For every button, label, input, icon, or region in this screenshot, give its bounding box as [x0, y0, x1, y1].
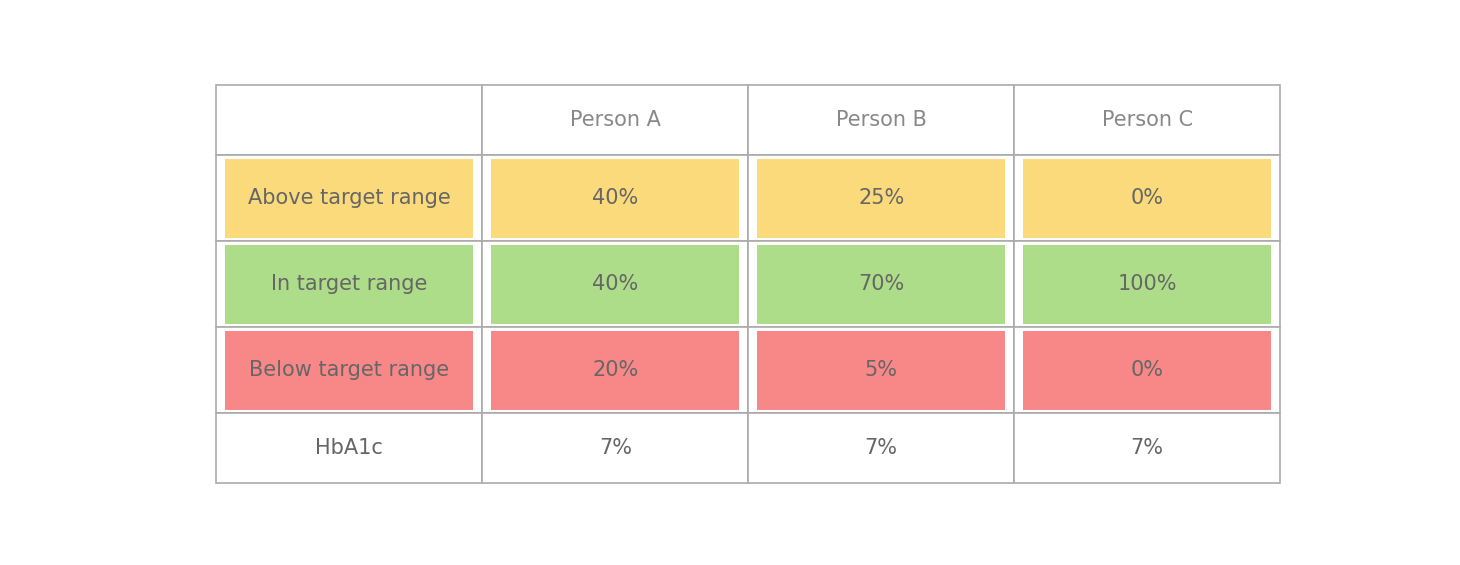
Bar — [216, 241, 482, 327]
Bar — [492, 331, 739, 410]
Text: 40%: 40% — [593, 188, 638, 208]
Bar — [482, 414, 748, 484]
Text: Above target range: Above target range — [248, 188, 451, 208]
Text: Person A: Person A — [569, 110, 661, 130]
Text: Below target range: Below target range — [250, 360, 450, 380]
Bar — [748, 414, 1015, 484]
Bar — [216, 327, 482, 414]
Text: 5%: 5% — [864, 360, 898, 380]
Bar — [482, 327, 748, 414]
Bar — [1015, 85, 1280, 155]
Bar — [758, 159, 1004, 238]
Text: 100%: 100% — [1117, 275, 1177, 294]
Bar — [758, 245, 1004, 324]
Text: In target range: In target range — [272, 275, 428, 294]
Bar — [225, 245, 473, 324]
Bar — [748, 241, 1015, 327]
Bar — [492, 159, 739, 238]
Bar — [1023, 331, 1272, 410]
Text: 25%: 25% — [858, 188, 904, 208]
Text: Person B: Person B — [835, 110, 927, 130]
Text: 7%: 7% — [864, 438, 898, 458]
Bar — [1015, 241, 1280, 327]
Bar — [1015, 327, 1280, 414]
Bar — [492, 245, 739, 324]
Text: 0%: 0% — [1130, 360, 1164, 380]
Bar — [216, 85, 482, 155]
Bar — [748, 327, 1015, 414]
Bar — [748, 155, 1015, 241]
Bar — [748, 85, 1015, 155]
Bar — [482, 155, 748, 241]
Bar — [482, 85, 748, 155]
Text: 7%: 7% — [599, 438, 632, 458]
Bar — [216, 414, 482, 484]
Bar — [225, 159, 473, 238]
Text: 7%: 7% — [1130, 438, 1164, 458]
Text: HbA1c: HbA1c — [315, 438, 384, 458]
Text: 20%: 20% — [593, 360, 638, 380]
Bar — [758, 331, 1004, 410]
Bar — [1015, 414, 1280, 484]
Text: 0%: 0% — [1130, 188, 1164, 208]
Text: Person C: Person C — [1101, 110, 1193, 130]
Bar — [1023, 159, 1272, 238]
Text: 40%: 40% — [593, 275, 638, 294]
Bar — [216, 155, 482, 241]
Text: 70%: 70% — [858, 275, 904, 294]
Bar — [1015, 155, 1280, 241]
Bar — [482, 241, 748, 327]
Bar — [225, 331, 473, 410]
Bar — [1023, 245, 1272, 324]
